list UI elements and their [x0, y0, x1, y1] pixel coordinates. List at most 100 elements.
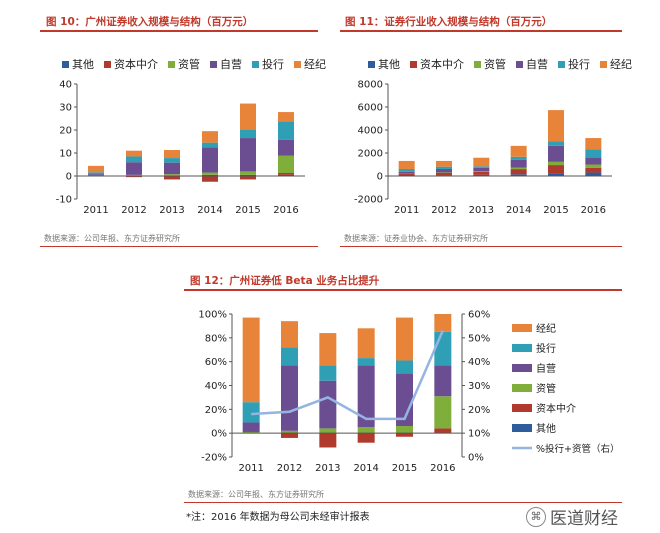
- fig11-bar-capital: [398, 173, 415, 175]
- legend-item-ib: 投行: [252, 56, 284, 72]
- fig10-bar-capital: [164, 176, 180, 180]
- fig12-bar-brokerage: [434, 314, 452, 332]
- fig12-x-tick-label: 2011: [238, 463, 263, 474]
- fig11-bar-ib: [510, 156, 527, 160]
- fig11-x-tick-label: 2013: [469, 205, 494, 216]
- fig10-bar-other: [202, 174, 218, 176]
- fig11-bar-capital: [473, 171, 490, 175]
- fig11-bar-asset-mgmt: [398, 173, 415, 174]
- fig11-bar-capital: [510, 169, 527, 175]
- legend-swatch-asset-mgmt: [474, 60, 481, 68]
- legend-label-ib: 投行: [262, 58, 284, 71]
- fig11-title: 图 11：证券行业收入规模与结构（百万元）: [345, 16, 553, 28]
- fig11-source: 数据来源：证券业协会、东方证券研究所: [344, 234, 488, 243]
- fig12-bottom-rule: [184, 502, 622, 503]
- fig12-legend-swatch-proprietary: [512, 364, 532, 372]
- fig10-bar-capital: [278, 173, 294, 175]
- fig10-y-tick-label: 30: [59, 103, 72, 114]
- fig11-bar-asset-mgmt: [585, 164, 602, 168]
- fig12-legend-label-other: 其他: [536, 422, 556, 435]
- fig12-bar-proprietary: [242, 422, 260, 432]
- fig11-bar-brokerage: [398, 160, 415, 169]
- fig12-bar-brokerage: [281, 321, 298, 348]
- legend-swatch-brokerage: [600, 60, 607, 68]
- fig11-y-tick-label: 4000: [358, 126, 383, 137]
- fig12-y2-tick-label: 10%: [468, 429, 490, 440]
- watermark: ⌘ 医道财经: [526, 504, 618, 529]
- fig12-bar-asset-mgmt: [242, 431, 260, 434]
- fig12-y-tick-label: 0%: [211, 429, 227, 440]
- legend-swatch-asset-mgmt: [168, 60, 175, 68]
- legend-item-capital: 资本中介: [410, 56, 464, 72]
- fig11-bar-proprietary: [473, 167, 490, 172]
- fig12-bar-brokerage: [242, 317, 260, 403]
- fig12-y2-tick-label: 50%: [468, 333, 490, 344]
- fig11-bar-other: [473, 174, 490, 176]
- fig12-bar-proprietary: [434, 365, 452, 397]
- legend-swatch-ib: [558, 60, 565, 68]
- fig11-bar-asset-mgmt: [473, 171, 490, 172]
- fig11-bar-asset-mgmt: [548, 161, 564, 166]
- legend-item-other: 其他: [62, 56, 94, 72]
- fig10-bar-proprietary: [240, 138, 256, 172]
- legend-item-asset-mgmt: 资管: [168, 56, 200, 72]
- fig11-bar-brokerage: [510, 145, 527, 157]
- legend-label-brokerage: 经纪: [610, 58, 632, 71]
- fig12-x-tick-label: 2014: [353, 463, 378, 474]
- fig12-bar-ib: [281, 347, 298, 366]
- fig12-bar-ib: [396, 360, 413, 374]
- fig10-bar-asset-mgmt: [278, 155, 294, 174]
- fig11-bar-proprietary: [510, 159, 527, 168]
- fig10-title-rule: [40, 30, 318, 32]
- fig11-bar-proprietary: [436, 168, 452, 173]
- fig10-y-tick-label: 10: [59, 149, 72, 160]
- fig12-bar-capital: [319, 433, 337, 448]
- fig12-legend-label-ratio-line: %投行+资管（右）: [536, 443, 620, 455]
- fig11-y-tick-label: 2000: [358, 149, 383, 160]
- fig12-x-tick-label: 2016: [430, 463, 455, 474]
- watermark-text: 医道财经: [550, 509, 618, 529]
- fig11-y-tick-label: 6000: [358, 103, 383, 114]
- fig11-bar-brokerage: [473, 157, 490, 167]
- fig10-bar-brokerage: [278, 112, 294, 122]
- fig10-y-tick-label: -10: [56, 195, 72, 206]
- legend-label-other: 其他: [378, 58, 400, 71]
- fig11-bar-ib: [398, 168, 415, 172]
- fig11-bar-brokerage: [585, 138, 602, 150]
- fig10-x-tick-label: 2014: [197, 205, 222, 216]
- fig12-title: 图 12：广州证券低 Beta 业务占比提升: [190, 275, 380, 287]
- fig10-bar-ib: [164, 158, 180, 163]
- legend-item-asset-mgmt: 资管: [474, 56, 506, 72]
- fig11-legend: 其他 资本中介 资管 自营 投行 经纪: [368, 56, 632, 72]
- fig12-x-tick-label: 2012: [277, 463, 302, 474]
- fig12-bar-proprietary: [319, 380, 337, 429]
- fig12-legend-swatch-brokerage: [512, 324, 532, 332]
- fig12-bar-capital: [434, 428, 452, 434]
- fig12-bar-asset-mgmt: [357, 427, 375, 434]
- fig10-bar-capital: [202, 176, 218, 182]
- fig10-bar-other: [278, 174, 294, 176]
- fig11-bar-proprietary: [585, 157, 602, 165]
- fig12-bar-ib: [357, 358, 375, 366]
- fig12-bar-brokerage: [396, 317, 413, 361]
- fig12-bar-capital: [281, 433, 298, 438]
- legend-label-brokerage: 经纪: [304, 58, 326, 71]
- legend-swatch-proprietary: [210, 60, 217, 68]
- fig12-note: *注：2016 年数据为母公司未经审计报表: [186, 512, 370, 523]
- fig11-bar-capital: [548, 165, 564, 174]
- fig10-bar-other: [240, 174, 256, 176]
- fig12-y-tick-label: 100%: [198, 310, 227, 321]
- legend-item-proprietary: 自营: [210, 56, 242, 72]
- legend-label-capital: 资本中介: [114, 58, 158, 71]
- fig12-y2-tick-label: 20%: [468, 405, 490, 416]
- fig10-bar-asset-mgmt: [202, 172, 218, 175]
- legend-label-capital: 资本中介: [420, 58, 464, 71]
- fig12-bar-proprietary: [396, 373, 413, 427]
- fig11-bar-ib: [473, 166, 490, 168]
- fig11-bar-ib: [585, 149, 602, 158]
- fig10-source: 数据来源：公司年报、东方证券研究所: [44, 234, 180, 243]
- fig12-bar-proprietary: [357, 365, 375, 428]
- fig10-bar-brokerage: [202, 131, 218, 143]
